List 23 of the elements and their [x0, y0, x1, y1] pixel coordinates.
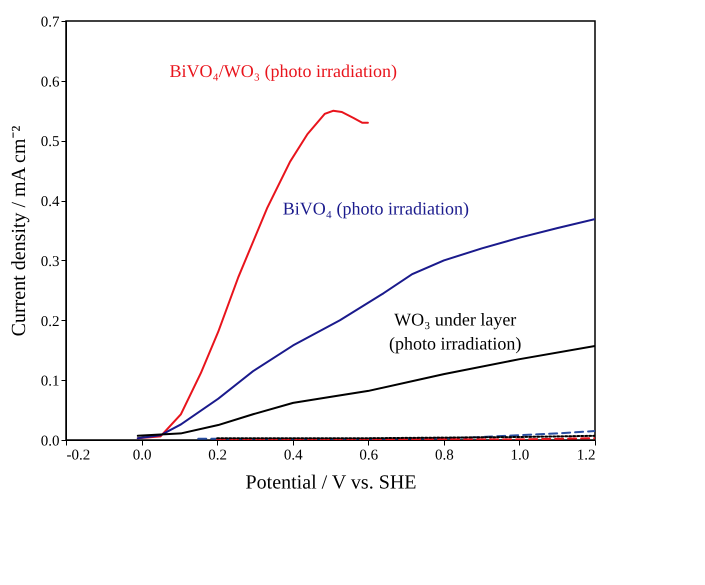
y-tick-label: 0.7 — [40, 14, 60, 30]
x-tick-label: 0.4 — [284, 448, 304, 464]
y-tick-label: 0.6 — [40, 74, 60, 90]
x-tick-label: 0.0 — [132, 448, 152, 464]
line-series — [136, 218, 595, 440]
y-tick-label: 0.3 — [40, 254, 60, 270]
y-tick-label: 0.5 — [40, 134, 60, 150]
x-axis-title: Potential / V vs. SHE — [246, 472, 416, 494]
line-series — [197, 430, 595, 440]
x-tick-label: 1.2 — [576, 448, 596, 464]
y-tick-label: 0.4 — [40, 194, 60, 210]
x-tick-label: 1.0 — [510, 448, 530, 464]
text: BiVO₄/WO₃ (photo irradiation) — [170, 60, 398, 81]
y-tick-label: 0.0 — [40, 434, 60, 450]
y-tick-label: 0.2 — [40, 314, 60, 330]
x-tick-label: 0.6 — [359, 448, 379, 464]
x-tick-label: 0.2 — [208, 448, 228, 464]
series-label: WO₃ under layer (photo irradiation) — [388, 309, 522, 354]
y-axis-title: Current density / mA cm⁻² — [8, 126, 30, 336]
series-label: BiVO₄ (photo irradiation) — [282, 198, 469, 219]
y-tick-label: 0.1 — [40, 374, 60, 390]
x-tick-label: 0.8 — [434, 448, 454, 464]
x-tick-label: -0.2 — [66, 448, 90, 464]
